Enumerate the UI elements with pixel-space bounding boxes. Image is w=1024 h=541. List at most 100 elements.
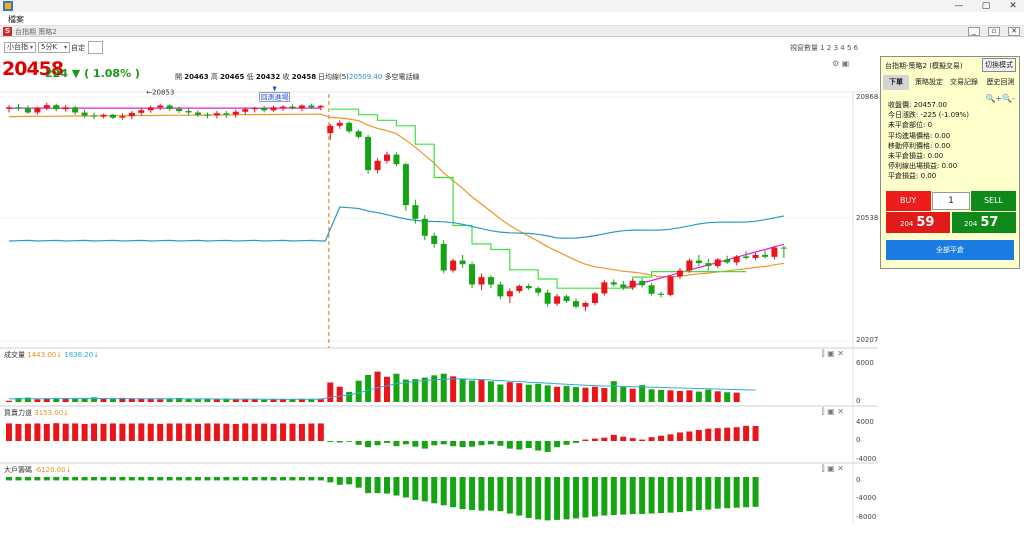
zoom-in-icon[interactable]: 🔍+ <box>985 94 1003 103</box>
volume-bar <box>195 399 201 402</box>
big-player-bars <box>6 477 759 521</box>
buy-power-bar <box>298 423 305 441</box>
volume-bar <box>601 388 608 402</box>
volume-bar <box>157 399 164 402</box>
volume-bar <box>695 391 702 402</box>
order-panel: 台指期-策略2 (模擬交易) 切換模式 下單 策略設定 交易記錄 歷史回測 🔍+… <box>880 56 1020 269</box>
buy-power-bar <box>591 438 598 441</box>
big-player-bar <box>185 477 192 481</box>
buy-power-bar <box>658 435 665 441</box>
buy-power-bar <box>157 423 164 441</box>
interval-select[interactable]: 5分K ▾ <box>38 42 70 53</box>
candle-body <box>450 260 457 271</box>
magenta-line-right <box>623 243 785 289</box>
big-player-bar <box>469 477 476 511</box>
main-pane-icons[interactable]: ⚙ ▣ <box>832 59 849 68</box>
zoom-out-icon[interactable]: 🔍- <box>1002 94 1015 103</box>
buy-button[interactable]: BUY <box>886 191 931 211</box>
orange-ma-line <box>8 113 784 278</box>
volume-bar <box>705 389 712 402</box>
buy-power-bar <box>440 441 447 445</box>
tab-backtest[interactable]: 歷史回測 <box>986 78 1015 86</box>
volume-pane-icons[interactable]: ⫿ ▣ ✕ <box>822 349 844 358</box>
volume-bar <box>119 397 126 402</box>
candle-body <box>440 243 447 271</box>
switch-mode-button[interactable]: 切換模式 <box>982 58 1016 72</box>
view-count-selector[interactable]: 視窗數量 1 2 3 4 5 6 <box>790 44 859 52</box>
open-label: 開 <box>175 73 182 81</box>
buy-power-bar <box>506 441 513 449</box>
open-value: 20463 <box>184 73 209 81</box>
buy-power-bar <box>478 441 485 446</box>
y-axis-label-top: 20868 <box>856 93 879 101</box>
sell-price-button[interactable]: 204 57 <box>952 212 1016 233</box>
buy-power-bar <box>733 427 740 441</box>
big-player-bar <box>289 477 296 481</box>
trend-label: 多空電話線 <box>384 73 420 81</box>
volume-bar <box>478 379 485 402</box>
volume-bar <box>365 375 372 402</box>
custom-input[interactable] <box>88 41 103 54</box>
close-label: 收 <box>282 73 290 81</box>
sell-button[interactable]: SELL <box>971 191 1016 211</box>
volume-bar <box>336 386 343 402</box>
entry-marker-box <box>259 92 290 102</box>
menu-file[interactable]: 檔案 <box>8 15 24 24</box>
big-player-bar <box>100 477 107 481</box>
tab-order[interactable]: 下單 <box>883 75 909 90</box>
buy-power-bar <box>270 423 277 441</box>
big-player-bar <box>676 477 683 513</box>
chart-minimize-button[interactable]: _ <box>968 27 980 36</box>
volume-bar <box>459 378 466 402</box>
tab-strategy-settings[interactable]: 策略設定 <box>915 78 943 86</box>
buy-price-button[interactable]: 204 59 <box>886 212 950 233</box>
maximize-button[interactable]: ▢ <box>981 1 991 11</box>
info-daily-change: 今日漲跌: -225 (-1.09%) <box>888 111 969 120</box>
close-all-button[interactable]: 全部平倉 <box>886 240 1014 260</box>
big-player-bar <box>157 477 164 481</box>
big-player-bar <box>402 477 409 498</box>
buy-power-pane-icons[interactable]: ⫿ ▣ ✕ <box>822 407 844 416</box>
buy-power-bar <box>743 425 750 441</box>
volume-bar <box>497 384 504 402</box>
candle-body <box>667 276 674 295</box>
big-player-bar <box>6 477 12 481</box>
order-tabs: 下單 策略設定 交易記錄 歷史回測 <box>883 73 1017 90</box>
candle-body <box>478 277 485 285</box>
candle-body <box>81 112 88 116</box>
toolbar: 小台指 ▾ 5分K ▾ 自定 視窗數量 1 2 3 4 5 6 <box>0 38 1024 92</box>
settings-icon[interactable]: ⚙ <box>832 59 840 68</box>
candle-body <box>469 264 476 285</box>
big-player-bar <box>355 477 362 488</box>
close-button[interactable]: ✕ <box>1009 1 1017 11</box>
buy-power-bar <box>525 441 532 449</box>
chart-restore-button[interactable]: ▫ <box>988 27 1000 36</box>
quantity-input[interactable]: 1 <box>932 192 970 210</box>
big-player-bar <box>242 477 249 481</box>
save-icon[interactable]: ▣ <box>841 59 850 68</box>
volume-bar <box>582 387 589 402</box>
chart-area[interactable]: ←20853 回測進場 <box>0 56 878 524</box>
symbol-select-value: 小台指 <box>7 43 28 51</box>
volume-bar <box>289 399 296 402</box>
buy-power-bar <box>374 441 381 446</box>
candle-body <box>24 108 31 113</box>
big-player-bar <box>34 477 41 481</box>
chart-close-button[interactable]: ✕ <box>1008 27 1020 36</box>
volume-bar <box>232 399 239 402</box>
volume-bar <box>402 379 409 402</box>
symbol-select[interactable]: 小台指 ▾ <box>4 42 36 53</box>
volume-bar <box>639 385 646 402</box>
big-player-bar <box>648 477 655 514</box>
buy-power-bar <box>176 423 183 441</box>
custom-label: 自定 <box>71 44 85 52</box>
minimize-button[interactable]: — <box>954 1 964 11</box>
tab-trade-records[interactable]: 交易記錄 <box>950 78 978 86</box>
volume-ma-value: 1836.20↓ <box>64 351 100 359</box>
buy-power-bars <box>6 423 759 452</box>
buy-power-bar <box>554 441 561 448</box>
buy-power-bar <box>251 423 258 441</box>
big-player-pane-icons[interactable]: ⫿ ▣ ✕ <box>822 464 844 473</box>
indicator-lines <box>8 107 785 289</box>
volume-bar <box>591 386 598 402</box>
